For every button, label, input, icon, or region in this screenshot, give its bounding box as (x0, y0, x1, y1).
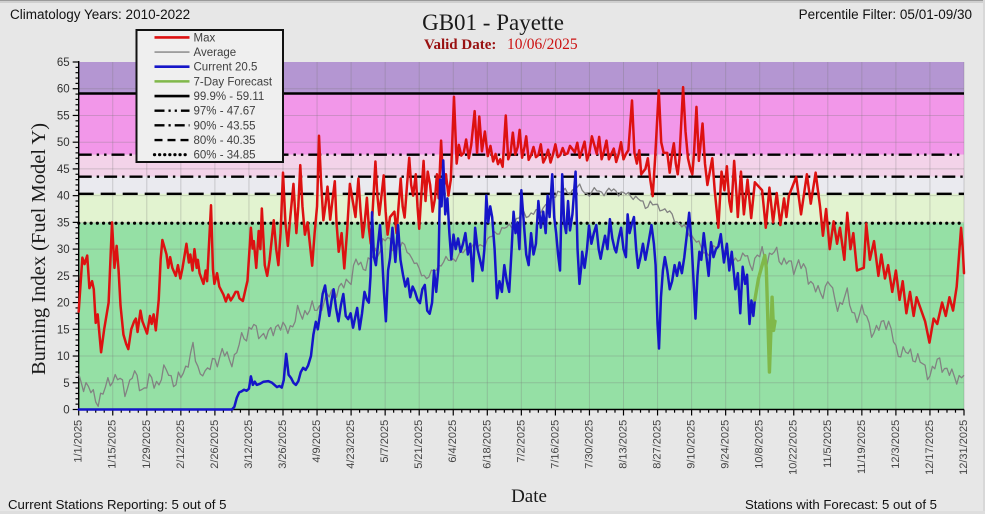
svg-text:4/23/2025: 4/23/2025 (345, 420, 357, 469)
svg-text:4/9/2025: 4/9/2025 (311, 420, 323, 463)
svg-text:12/3/2025: 12/3/2025 (890, 420, 902, 469)
svg-text:7/16/2025: 7/16/2025 (549, 420, 561, 469)
svg-text:2/12/2025: 2/12/2025 (175, 420, 187, 469)
svg-text:0: 0 (63, 405, 69, 417)
svg-text:90% - 43.55: 90% - 43.55 (194, 120, 256, 132)
svg-text:30: 30 (57, 244, 70, 256)
svg-text:Valid Date:: Valid Date: (424, 37, 496, 53)
svg-text:60% - 34.85: 60% - 34.85 (194, 150, 256, 162)
svg-text:8/27/2025: 8/27/2025 (652, 420, 664, 469)
svg-text:97% - 47.67: 97% - 47.67 (194, 106, 256, 118)
svg-text:10/06/2025: 10/06/2025 (507, 36, 578, 53)
svg-text:65: 65 (57, 57, 70, 69)
svg-text:12/17/2025: 12/17/2025 (924, 420, 936, 475)
svg-text:GB01 - Payette: GB01 - Payette (422, 10, 564, 35)
svg-text:5: 5 (63, 378, 69, 390)
svg-text:6/4/2025: 6/4/2025 (447, 420, 459, 463)
svg-text:7/30/2025: 7/30/2025 (583, 420, 595, 469)
svg-text:40: 40 (57, 191, 70, 203)
svg-text:55: 55 (57, 110, 70, 122)
svg-text:Stations with Forecast: 5 out: Stations with Forecast: 5 out of 5 (745, 497, 937, 512)
svg-text:9/10/2025: 9/10/2025 (686, 420, 698, 469)
svg-text:12/31/2025: 12/31/2025 (958, 420, 970, 475)
svg-text:Max: Max (194, 32, 216, 44)
svg-text:5/21/2025: 5/21/2025 (413, 420, 425, 469)
svg-text:10/8/2025: 10/8/2025 (754, 420, 766, 469)
svg-text:50: 50 (57, 137, 70, 149)
svg-text:45: 45 (57, 164, 70, 176)
svg-text:2/26/2025: 2/26/2025 (209, 420, 221, 469)
svg-text:80% - 40.35: 80% - 40.35 (194, 135, 256, 147)
svg-text:9/24/2025: 9/24/2025 (720, 420, 732, 469)
svg-text:Date: Date (511, 486, 547, 507)
svg-text:1/15/2025: 1/15/2025 (107, 420, 119, 469)
svg-text:Average: Average (194, 47, 237, 59)
svg-text:15: 15 (57, 324, 70, 336)
svg-text:10: 10 (57, 351, 70, 363)
svg-text:Climatology Years: 2010-2022: Climatology Years: 2010-2022 (10, 7, 190, 22)
svg-text:8/13/2025: 8/13/2025 (618, 420, 630, 469)
svg-text:Current Stations Reporting: 5: Current Stations Reporting: 5 out of 5 (8, 497, 226, 512)
svg-text:Current 20.5: Current 20.5 (194, 62, 258, 74)
svg-text:35: 35 (57, 217, 70, 229)
svg-text:Burning Index (Fuel Model Y): Burning Index (Fuel Model Y) (28, 123, 50, 375)
svg-text:Percentile Filter: 05/01-09/30: Percentile Filter: 05/01-09/30 (799, 7, 972, 22)
svg-text:11/19/2025: 11/19/2025 (856, 420, 868, 474)
svg-text:1/1/2025: 1/1/2025 (73, 420, 85, 463)
svg-text:5/7/2025: 5/7/2025 (379, 420, 391, 463)
svg-text:99.9% - 59.11: 99.9% - 59.11 (194, 91, 265, 103)
svg-text:7-Day Forecast: 7-Day Forecast (194, 76, 273, 88)
svg-text:3/12/2025: 3/12/2025 (243, 420, 255, 469)
svg-text:1/29/2025: 1/29/2025 (141, 420, 153, 469)
svg-text:25: 25 (57, 271, 70, 283)
svg-text:11/5/2025: 11/5/2025 (822, 420, 834, 468)
svg-text:6/18/2025: 6/18/2025 (481, 420, 493, 469)
svg-text:3/26/2025: 3/26/2025 (277, 420, 289, 469)
svg-text:10/22/2025: 10/22/2025 (788, 420, 800, 475)
svg-text:60: 60 (57, 84, 70, 96)
svg-text:7/2/2025: 7/2/2025 (515, 420, 527, 463)
svg-text:20: 20 (57, 298, 70, 310)
